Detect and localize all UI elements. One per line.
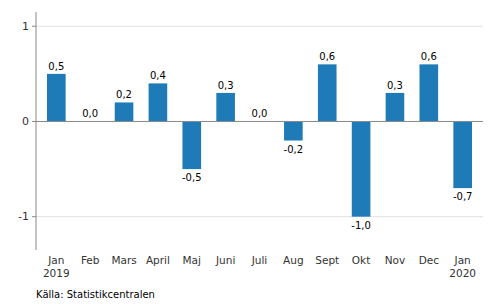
y-tick [32,26,36,27]
grid-line [36,26,483,27]
bar [284,121,303,140]
x-tick-label: Nov [385,254,406,266]
bar [149,83,168,121]
data-label: 0,4 [150,70,166,81]
bar [386,93,405,122]
chart-container: -101Jan2019FebMarsAprilMajJuniJuliAugSep… [0,0,493,304]
grid-line [36,216,483,217]
bar [352,121,371,216]
x-tick-label: Jan2020 [449,254,476,279]
background [0,0,493,304]
y-axis: -1 0 1 [18,20,36,223]
x-tick-label: Okt [352,254,370,266]
bars [47,64,472,216]
x-tick-label-line: Sept [315,254,339,266]
x-tick-label: Juli [251,254,268,266]
x-tick-label-line: Juli [251,254,268,266]
x-tick-label: Maj [183,254,201,266]
x-tick-label: Aug [283,254,304,266]
x-tick-label-line: 2019 [43,267,70,279]
bar [318,64,337,121]
x-tick-label: April [146,254,170,266]
bar [216,93,235,122]
x-tick-label: Feb [81,254,100,266]
y-tick-label: 1 [22,20,29,33]
data-label: -1,0 [351,220,371,231]
x-tick-label-line: Dec [419,254,440,266]
x-tick-label: Dec [419,254,440,266]
grid [36,26,483,216]
data-label: 0,2 [116,89,132,100]
y-tick-label: 0 [22,115,29,128]
x-tick-label: Juni [215,254,235,266]
bar [420,64,439,121]
x-tick-label-line: Juni [215,254,235,266]
x-tick-label-line: Maj [183,254,201,266]
x-tick-label-line: Feb [81,254,100,266]
data-labels: 0,5 0,0 0,2 0,4 -0,5 0,3 0,0 -0,2 0,6 -1,0 0,3 0,6 -… [48,51,472,230]
grid-line [36,121,483,122]
data-label: -0,7 [453,191,473,202]
y-tick [32,121,36,122]
x-tick-label-line: Aug [283,254,304,266]
x-tick-label: Sept [315,254,339,266]
data-label: 0,3 [387,80,403,91]
data-label: 0,3 [218,80,234,91]
y-tick-label: -1 [18,210,29,223]
x-tick-label-line: Nov [385,254,406,266]
x-tick-label-line: Jan [47,254,64,266]
x-tick-label: Jan2019 [43,254,70,279]
bar [453,121,472,188]
x-tick-label-line: April [146,254,170,266]
data-label: 0,0 [82,108,98,119]
x-tick-label-line: Mars [111,254,136,266]
x-axis: Jan2019FebMarsAprilMajJuniJuliAugSeptOkt… [43,254,476,279]
data-label: 0,5 [48,61,64,72]
data-label: -0,5 [182,172,202,183]
x-tick-label-line: Okt [352,254,370,266]
x-tick-label-line: Jan [454,254,471,266]
chart-svg: -101Jan2019FebMarsAprilMajJuniJuliAugSep… [0,0,493,304]
source-text: Källa: Statistikcentralen [36,289,155,300]
bar [47,74,66,122]
data-label: 0,6 [421,51,437,62]
bar [182,121,201,169]
x-tick-label-line: 2020 [449,267,476,279]
data-label: 0,0 [252,108,268,119]
data-label: -0,2 [284,144,304,155]
bar [115,102,134,121]
y-axis-line [36,12,37,250]
zero-line [36,121,483,122]
y-tick [32,216,36,217]
data-label: 0,6 [319,51,335,62]
x-tick-label: Mars [111,254,136,266]
